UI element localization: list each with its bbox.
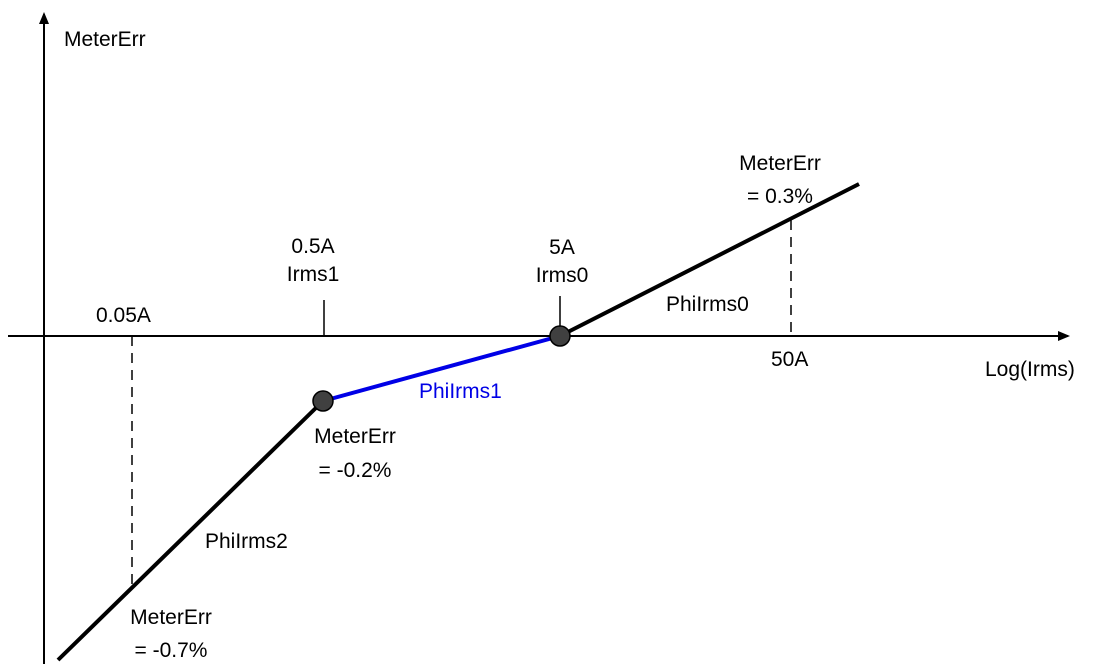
segment-phiirms2-line	[56, 399, 325, 662]
tick-label-50a: 50A	[771, 348, 808, 371]
tick-label-irms1: Irms1	[287, 263, 340, 286]
point-label-minus-0-7-name: MeterErr	[130, 606, 212, 629]
segment-phiirms0-line	[559, 182, 860, 338]
segment-label-phiirms2: PhiIrms2	[205, 530, 288, 553]
y-axis-label: MeterErr	[64, 28, 146, 51]
point-label-minus-0-2-value: = -0.2%	[319, 459, 392, 482]
point-label-0-3-value: = 0.3%	[747, 185, 813, 208]
point-label-minus-0-2-name: MeterErr	[314, 425, 396, 448]
tick-label-0-05a: 0.05A	[96, 304, 151, 327]
tick-label-irms0: Irms0	[536, 264, 589, 287]
segment-label-phiirms0: PhiIrms0	[666, 293, 749, 316]
node-irms0	[549, 325, 571, 347]
point-label-0-3-name: MeterErr	[739, 152, 821, 175]
node-irms1	[312, 390, 334, 412]
segment-label-phiirms1: PhiIrms1	[419, 380, 502, 403]
x-axis-label: Log(Irms)	[985, 358, 1075, 381]
tick-label-5a-value: 5A	[549, 236, 575, 259]
segment-phiirms1-line	[322, 334, 561, 403]
point-label-minus-0-7-value: = -0.7%	[135, 639, 208, 662]
tick-label-0-5a-value: 0.5A	[291, 235, 334, 258]
